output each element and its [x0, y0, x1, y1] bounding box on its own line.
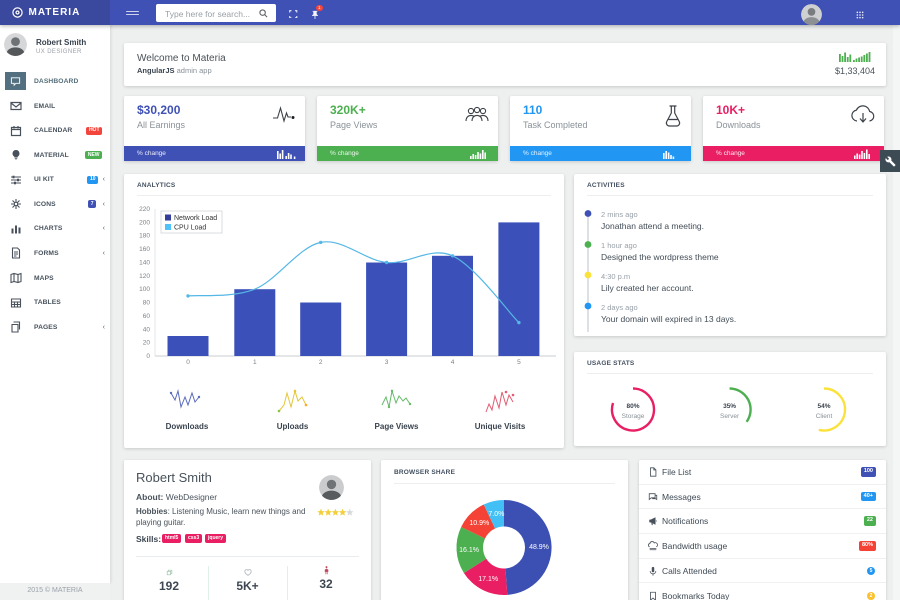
svg-text:CPU Load: CPU Load: [174, 225, 206, 232]
svg-text:0: 0: [186, 359, 190, 366]
svg-text:5: 5: [517, 359, 521, 366]
svg-text:Network Load: Network Load: [174, 215, 217, 222]
svg-text:200: 200: [139, 219, 150, 226]
svg-text:16.1%: 16.1%: [459, 547, 479, 554]
svg-text:180: 180: [139, 233, 150, 240]
svg-text:Client: Client: [816, 413, 833, 420]
svg-text:Server: Server: [720, 413, 740, 420]
svg-text:10.9%: 10.9%: [469, 520, 489, 527]
svg-text:35%: 35%: [723, 403, 736, 410]
svg-text:3: 3: [385, 359, 389, 366]
svg-text:220: 220: [139, 206, 150, 213]
svg-text:54%: 54%: [817, 403, 830, 410]
svg-text:60: 60: [143, 313, 151, 320]
svg-text:4: 4: [451, 359, 455, 366]
svg-text:Storage: Storage: [622, 413, 645, 420]
svg-text:40: 40: [143, 326, 151, 333]
svg-text:140: 140: [139, 260, 150, 267]
svg-text:100: 100: [139, 286, 150, 293]
svg-text:160: 160: [139, 246, 150, 253]
svg-text:80: 80: [143, 300, 151, 307]
svg-text:2: 2: [319, 359, 323, 366]
svg-text:48.9%: 48.9%: [529, 544, 549, 551]
svg-text:7.0%: 7.0%: [488, 511, 504, 518]
svg-text:80%: 80%: [626, 403, 639, 410]
svg-text:1: 1: [253, 359, 257, 366]
svg-text:0: 0: [146, 353, 150, 360]
svg-text:20: 20: [143, 340, 151, 347]
svg-text:120: 120: [139, 273, 150, 280]
svg-text:17.1%: 17.1%: [478, 576, 498, 583]
